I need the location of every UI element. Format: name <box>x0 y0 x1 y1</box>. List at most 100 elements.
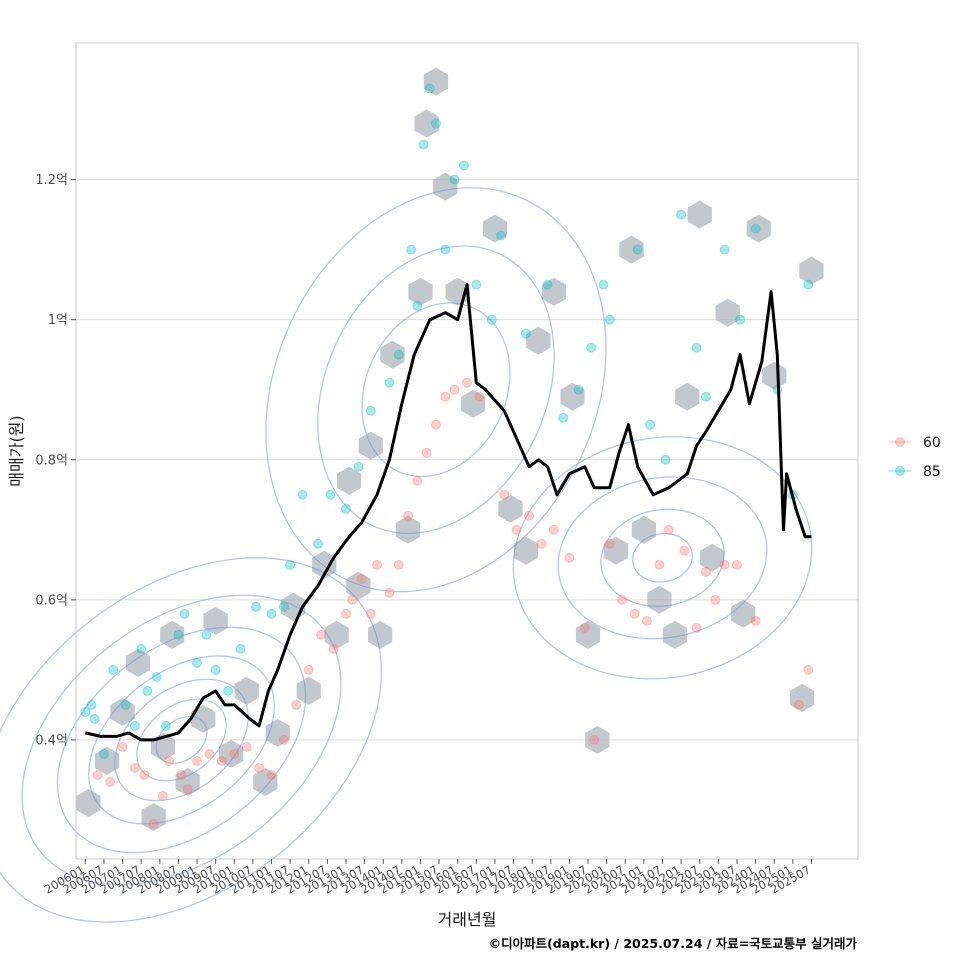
point-85 <box>223 685 234 696</box>
point-60 <box>393 559 404 570</box>
point-85 <box>151 671 162 682</box>
point-85 <box>598 279 609 290</box>
hex-bin <box>253 768 278 796</box>
point-85 <box>313 538 324 549</box>
point-85 <box>80 706 91 717</box>
y-tick-label: 0.8억 <box>35 453 68 468</box>
point-60 <box>384 587 395 598</box>
point-60 <box>499 489 510 500</box>
point-60 <box>340 608 351 619</box>
point-85 <box>142 685 153 696</box>
point-85 <box>719 244 730 255</box>
point-60 <box>403 510 414 521</box>
density-contour <box>512 436 813 680</box>
point-85 <box>424 83 435 94</box>
point-60 <box>794 699 805 710</box>
hex-bin <box>461 389 486 418</box>
point-60 <box>617 594 628 605</box>
hex-bin <box>125 648 151 677</box>
hex-bin <box>433 172 458 201</box>
point-60 <box>421 447 432 458</box>
density-contours <box>0 187 813 923</box>
point-85 <box>297 489 308 500</box>
point-85 <box>86 699 97 710</box>
point-60 <box>589 734 600 745</box>
point-60 <box>449 384 460 395</box>
point-60 <box>316 629 327 640</box>
density-contour <box>114 678 249 802</box>
hex-bin <box>408 277 433 306</box>
point-85 <box>430 118 441 129</box>
legend-key-point <box>895 466 905 476</box>
point-60 <box>254 762 265 773</box>
hex-bin <box>337 466 362 495</box>
point-60 <box>303 664 314 675</box>
point-60 <box>105 776 116 787</box>
point-60 <box>750 615 761 626</box>
x-axis-title: 거래년월 <box>438 910 497 929</box>
point-85 <box>573 384 584 395</box>
legend: 60 85 <box>889 435 941 480</box>
hex-bin <box>395 515 421 544</box>
point-85 <box>266 608 277 619</box>
point-85 <box>440 244 451 255</box>
point-60 <box>474 391 485 402</box>
point-85 <box>120 699 131 710</box>
point-60 <box>216 755 227 766</box>
density-contour <box>88 655 275 825</box>
hex-bin <box>414 109 439 138</box>
point-60 <box>117 741 128 752</box>
y-axis-title: 매매가(원) <box>7 415 26 486</box>
point-85 <box>353 461 364 472</box>
point-60 <box>266 769 277 780</box>
point-60 <box>291 699 302 710</box>
point-60 <box>430 419 441 430</box>
point-60 <box>278 734 289 745</box>
point-85 <box>406 244 417 255</box>
point-60 <box>679 545 690 556</box>
density-contour <box>0 557 383 923</box>
hex-bin <box>541 277 566 306</box>
density-contour <box>136 698 227 782</box>
hex-bin <box>513 536 539 565</box>
density-contour <box>361 302 511 478</box>
point-60 <box>731 559 742 570</box>
point-85 <box>542 279 553 290</box>
density-contour <box>632 532 693 583</box>
point-60 <box>629 608 640 619</box>
point-60 <box>204 748 215 759</box>
density-contour <box>56 626 307 854</box>
point-85 <box>660 454 671 465</box>
hex-bin <box>762 361 787 390</box>
point-60 <box>241 741 252 752</box>
point-85 <box>586 342 597 353</box>
point-60 <box>803 664 814 675</box>
point-85 <box>558 412 569 423</box>
point-85 <box>192 657 203 668</box>
hex-bin <box>790 683 815 712</box>
y-tick-label: 0.4억 <box>35 733 68 748</box>
point-85 <box>803 279 814 290</box>
source-caption: ©디아파트(dapt.kr) / 2025.07.24 / 자료=국토교통부 실… <box>489 936 858 951</box>
point-85 <box>129 720 140 731</box>
point-85 <box>393 349 404 360</box>
point-85 <box>285 559 296 570</box>
point-60 <box>356 573 367 584</box>
density-contour <box>155 715 208 764</box>
hex-bin <box>799 256 824 285</box>
hex-bin <box>324 620 349 649</box>
point-60 <box>365 608 376 619</box>
hex-bin <box>482 214 508 243</box>
point-85 <box>210 664 221 675</box>
trend-line <box>84 283 812 742</box>
hex-bin <box>312 550 337 579</box>
legend-key-point <box>895 437 905 447</box>
point-85 <box>735 314 746 325</box>
point-60 <box>511 524 522 535</box>
point-85 <box>449 174 460 185</box>
point-85 <box>235 643 246 654</box>
hex-bin <box>585 725 610 754</box>
point-85 <box>676 209 687 220</box>
point-85 <box>418 139 429 150</box>
point-85 <box>384 377 395 388</box>
